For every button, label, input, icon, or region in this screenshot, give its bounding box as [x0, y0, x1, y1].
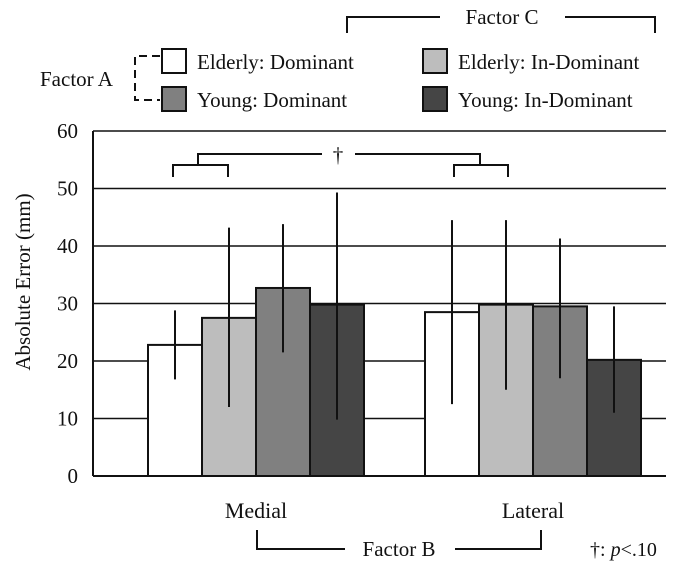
y-axis-label: Absolute Error (mm): [11, 193, 35, 370]
factor-a-bracket: [134, 55, 160, 101]
factor-b-bracket: [256, 530, 542, 550]
factor-c-label: Factor C: [466, 5, 539, 29]
legend-swatch: [422, 48, 448, 74]
legend-swatch: [161, 48, 187, 74]
legend-label: Elderly: Dominant: [197, 50, 354, 74]
legend-swatch: [161, 86, 187, 112]
y-tick-label: 50: [57, 177, 78, 201]
y-tick-label: 20: [57, 349, 78, 373]
category-label: Medial: [225, 498, 287, 523]
legend-swatch: [422, 86, 448, 112]
factor-a-label: Factor A: [40, 67, 114, 91]
y-tick-labels: 0 10 20 30 40 50 60: [57, 119, 78, 488]
category-label: Lateral: [502, 498, 564, 523]
legend: Elderly: Dominant Elderly: In-Dominant You…: [161, 48, 640, 112]
legend-label: Young: Dominant: [197, 88, 347, 112]
legend-label: Elderly: In-Dominant: [458, 50, 640, 74]
y-tick-label: 10: [57, 407, 78, 431]
category-labels: Medial Lateral: [225, 498, 564, 523]
y-tick-label: 60: [57, 119, 78, 143]
factor-c-bracket: [346, 16, 656, 33]
note-p: p: [609, 539, 621, 561]
significance-mark: †: [333, 143, 344, 167]
significance-note: †: p<.10: [590, 539, 657, 561]
factor-b-label: Factor B: [363, 537, 436, 561]
note-prefix: †:: [590, 539, 611, 561]
y-tick-label: 30: [57, 292, 78, 316]
legend-label: Young: In-Dominant: [458, 88, 633, 112]
y-tick-label: 40: [57, 234, 78, 258]
y-tick-label: 0: [68, 464, 79, 488]
bars: [147, 286, 642, 478]
note-suffix: <.10: [621, 539, 657, 561]
error-bars: [174, 192, 615, 420]
significance-bracket: [172, 153, 509, 177]
